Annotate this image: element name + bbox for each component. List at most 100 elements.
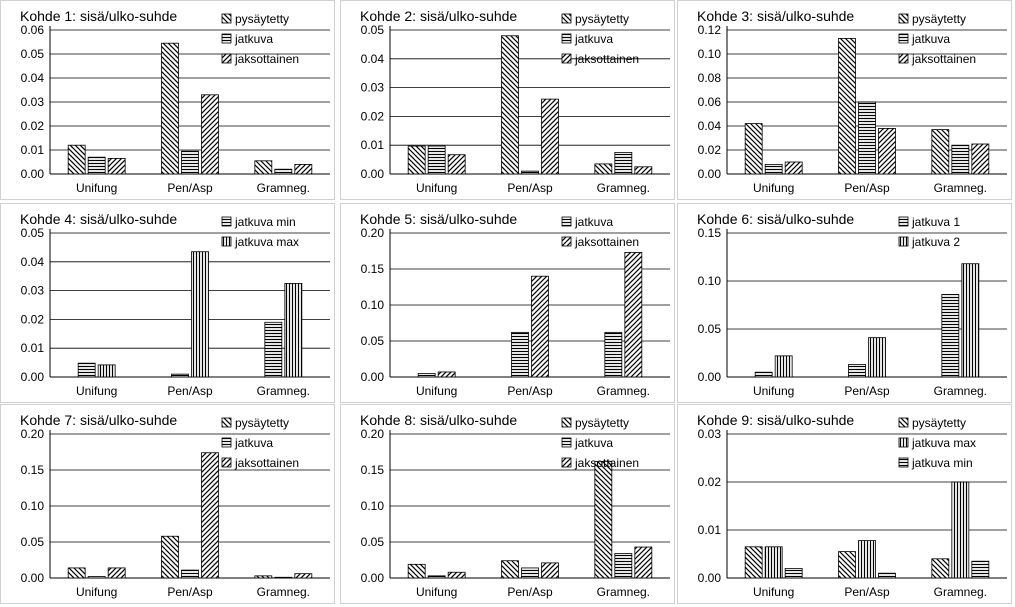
bar-jatkuva-max-unifung xyxy=(97,364,116,378)
legend-swatch xyxy=(221,13,232,24)
x-category-label: Gramneg. xyxy=(257,384,310,398)
x-category-label: Gramneg. xyxy=(934,585,987,599)
bar-jatkuva-min-penasp xyxy=(171,373,189,378)
legend-swatch xyxy=(561,33,572,44)
x-category-label: Unifung xyxy=(416,585,457,599)
legend-swatch xyxy=(898,236,909,247)
legend-label: jatkuva max xyxy=(911,436,976,450)
legend-label: jatkuva min xyxy=(911,456,973,470)
x-category-label: Pen/Asp xyxy=(844,181,890,195)
bar-jatkuva-penasp xyxy=(521,567,539,579)
y-tick-label: 0.04 xyxy=(21,71,45,85)
legend-label: jaksottainen xyxy=(234,52,299,66)
y-tick-label: 0.20 xyxy=(361,226,385,240)
bar-pysäytetty-gramneg xyxy=(931,129,950,175)
chart-svg-7: 0.00 0.05 0.10 0.15 0.20 Unifung Pen/Asp Gramne… xyxy=(0,404,335,604)
legend-swatch xyxy=(898,216,909,227)
legend-label: jatkuva xyxy=(911,32,950,46)
bar-jaksottainen-penasp xyxy=(201,94,219,175)
y-tick-label: 0.03 xyxy=(21,284,45,298)
legend-swatch xyxy=(561,457,572,468)
y-tick-label: 0.02 xyxy=(21,119,45,133)
bar-jatkuva-1-unifung xyxy=(754,371,773,378)
y-tick-label: 0.20 xyxy=(21,427,45,441)
y-tick-label: 0.01 xyxy=(361,138,385,152)
x-category-label: Gramneg. xyxy=(257,181,310,195)
x-category-label: Pen/Asp xyxy=(167,384,213,398)
bar-pysäytetty-unifung xyxy=(67,567,86,579)
legend-swatch xyxy=(561,53,572,64)
bar-jaksottainen-penasp xyxy=(541,562,559,579)
x-category-label: Gramneg. xyxy=(597,585,650,599)
y-tick-label: 0.00 xyxy=(21,571,45,585)
bar-jatkuva-1-penasp xyxy=(848,364,866,378)
legend-swatch xyxy=(898,457,909,468)
y-tick-label: 0.05 xyxy=(698,322,722,336)
x-category-label: Gramneg. xyxy=(934,181,987,195)
bar-jatkuva-gramneg xyxy=(614,151,633,175)
legend-label: jaksottainen xyxy=(574,52,639,66)
legend-label: pysäytetty xyxy=(912,12,966,26)
bar-jatkuva-max-gramneg xyxy=(951,481,970,579)
bar-jaksottainen-unifung xyxy=(447,571,466,579)
x-category-label: Pen/Asp xyxy=(167,181,213,195)
bar-jatkuva-unifung xyxy=(417,372,436,378)
chart-panel-1: 0.00 0.01 0.02 0.03 0.04 0.05 0.06 Unifung Pen/A… xyxy=(0,0,335,200)
bar-pysäytetty-unifung xyxy=(67,144,86,175)
bar-pysäytetty-penasp xyxy=(501,560,519,579)
chart-panel-5: 0.00 0.05 0.10 0.15 0.20 Unifung Pen/Asp Gramne… xyxy=(340,203,675,403)
x-category-label: Unifung xyxy=(416,181,457,195)
x-category-label: Pen/Asp xyxy=(507,585,553,599)
bar-jatkuva-2-unifung xyxy=(774,355,793,378)
bar-jatkuva-2-gramneg xyxy=(961,263,980,378)
bar-pysäytetty-unifung xyxy=(744,546,763,579)
x-category-label: Pen/Asp xyxy=(844,585,890,599)
y-tick-label: 0.00 xyxy=(21,370,45,384)
x-category-label: Gramneg. xyxy=(597,181,650,195)
y-tick-label: 0.00 xyxy=(698,167,722,181)
x-category-label: Unifung xyxy=(753,585,794,599)
x-category-label: Gramneg. xyxy=(597,384,650,398)
y-tick-label: 0.15 xyxy=(361,463,385,477)
x-category-label: Unifung xyxy=(753,181,794,195)
y-tick-label: 0.03 xyxy=(361,81,385,95)
bar-jaksottainen-gramneg xyxy=(294,163,313,175)
bar-jaksottainen-gramneg xyxy=(634,166,653,175)
chart-panel-6: 0.00 0.05 0.10 0.15 Unifung Pen/Asp Gramneg. Ko… xyxy=(677,203,1012,403)
bar-jatkuva-penasp xyxy=(181,569,199,579)
legend-swatch xyxy=(898,13,909,24)
y-tick-label: 0.03 xyxy=(698,427,722,441)
bar-jaksottainen-penasp xyxy=(201,452,219,579)
legend-label: jatkuva 1 xyxy=(911,215,960,229)
bar-jaksottainen-unifung xyxy=(107,157,126,175)
x-category-label: Gramneg. xyxy=(934,384,987,398)
y-tick-label: 0.15 xyxy=(361,262,385,276)
y-tick-label: 0.00 xyxy=(361,167,385,181)
bar-pysäytetty-penasp xyxy=(161,42,179,175)
chart-panel-9: 0.00 0.01 0.02 0.03 Unifung Pen/Asp Gramneg. Ko… xyxy=(677,404,1012,604)
chart-title: Kohde 8: sisä/ulko-suhde xyxy=(360,412,517,428)
chart-panel-3: 0.00 0.02 0.04 0.06 0.08 0.10 0.12 Unifung Pen/A… xyxy=(677,0,1012,200)
y-tick-label: 0.01 xyxy=(21,341,45,355)
legend-label: pysäytetty xyxy=(575,12,629,26)
y-tick-label: 0.01 xyxy=(698,523,722,537)
legend-label: jaksottainen xyxy=(574,456,639,470)
y-tick-label: 0.10 xyxy=(698,274,722,288)
legend-swatch xyxy=(898,53,909,64)
x-category-label: Pen/Asp xyxy=(844,384,890,398)
y-tick-label: 0.12 xyxy=(698,23,722,37)
bar-jatkuva-unifung xyxy=(427,145,446,175)
y-tick-label: 0.00 xyxy=(21,167,45,181)
chart-title: Kohde 1: sisä/ulko-suhde xyxy=(20,8,177,24)
chart-title: Kohde 7: sisä/ulko-suhde xyxy=(20,412,177,428)
bar-pysäytetty-penasp xyxy=(501,35,519,175)
legend-swatch xyxy=(221,33,232,44)
bar-pysäytetty-penasp xyxy=(838,551,856,579)
legend-swatch xyxy=(898,437,909,448)
y-tick-label: 0.00 xyxy=(361,370,385,384)
chart-svg-9: 0.00 0.01 0.02 0.03 Unifung Pen/Asp Gramneg. Ko… xyxy=(677,404,1012,604)
legend-swatch xyxy=(221,417,232,428)
bar-jaksottainen-gramneg xyxy=(294,573,313,579)
bar-jatkuva-penasp xyxy=(181,150,199,175)
chart-panel-2: 0.00 0.01 0.02 0.03 0.04 0.05 Unifung Pen/Asp Gr… xyxy=(340,0,675,200)
